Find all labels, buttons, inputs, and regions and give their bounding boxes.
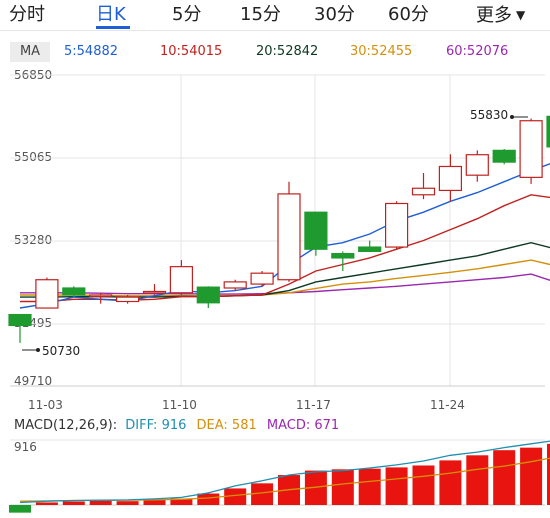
candle-body xyxy=(438,165,462,192)
date-tick-4: 11-24 xyxy=(430,398,465,412)
macd-bar xyxy=(251,483,274,505)
tab-more-label: 更多 xyxy=(476,5,512,26)
period-tab-bar: 分时 日K 5分 15分 30分 60分 更多 ▼ xyxy=(0,0,550,31)
candle-body xyxy=(142,290,167,294)
candle-body xyxy=(358,246,382,253)
macd-bar xyxy=(493,450,516,505)
candle-body xyxy=(465,154,489,176)
tab-intraday[interactable]: 分时 xyxy=(9,4,45,25)
candle-body xyxy=(8,313,32,327)
candle-body xyxy=(492,149,516,163)
tab-more[interactable]: 更多 ▼ xyxy=(476,3,525,27)
candle-body xyxy=(115,296,140,303)
macd-bar xyxy=(547,443,550,505)
macd-bar xyxy=(412,465,435,505)
candle-body xyxy=(277,193,301,281)
ma60-value: 60:52076 xyxy=(446,44,509,59)
candle-body xyxy=(519,120,543,178)
candle-body xyxy=(250,272,274,285)
low-price-annotation: 50730 xyxy=(42,344,81,358)
macd-bar xyxy=(116,501,139,505)
macd-bar xyxy=(9,505,31,513)
candle-body xyxy=(385,202,409,248)
candle-body xyxy=(196,286,220,304)
ma10-value: 10:54015 xyxy=(160,44,223,59)
candle-body xyxy=(331,252,355,259)
high-price-annotation: 55830 xyxy=(470,108,509,122)
macd-bar xyxy=(439,460,462,505)
macd-diff-value: DIFF: 916 xyxy=(125,418,187,433)
macd-bar xyxy=(331,469,354,505)
price-tick-5: 49710 xyxy=(14,374,53,388)
active-tab-indicator xyxy=(96,26,130,29)
macd-bar xyxy=(520,447,543,505)
macd-params: MACD(12,26,9): xyxy=(14,418,118,433)
candle-body xyxy=(169,266,193,294)
candle-body xyxy=(411,187,436,196)
date-tick-1: 11-03 xyxy=(28,398,63,412)
candle-body xyxy=(62,287,86,296)
macd-legend: MACD(12,26,9): DIFF: 916 DEA: 581 MACD: … xyxy=(14,418,339,433)
ma20-value: 20:52842 xyxy=(256,44,319,59)
macd-macd-value: MACD: 671 xyxy=(266,418,340,433)
candle-body xyxy=(304,211,328,250)
macd-bar xyxy=(224,488,247,505)
macd-bar xyxy=(466,455,489,505)
macd-bar xyxy=(62,501,85,505)
low-marker-dot xyxy=(36,348,40,352)
date-tick-2: 11-10 xyxy=(162,398,197,412)
diff-line xyxy=(19,440,550,504)
macd-bar xyxy=(358,468,381,505)
macd-bar xyxy=(35,502,58,505)
candle-body xyxy=(89,294,113,298)
macd-bar xyxy=(143,499,166,505)
macd-bar xyxy=(385,467,408,505)
candle-body xyxy=(546,115,550,148)
chevron-down-icon: ▼ xyxy=(516,8,526,22)
macd-bar xyxy=(89,500,112,505)
candle-body xyxy=(35,279,59,309)
ma-toggle-button[interactable]: MA xyxy=(10,42,50,62)
macd-bar xyxy=(170,498,193,505)
tab-15min[interactable]: 15分 xyxy=(240,4,281,25)
date-tick-3: 11-17 xyxy=(296,398,331,412)
tab-daily-k[interactable]: 日K xyxy=(96,4,126,25)
tab-60min[interactable]: 60分 xyxy=(388,4,429,25)
ma30-value: 30:52455 xyxy=(350,44,413,59)
ma-legend: MA 5:54882 10:54015 20:52842 30:52455 60… xyxy=(0,42,550,62)
price-tick-2: 55065 xyxy=(14,150,53,164)
ma5-value: 5:54882 xyxy=(64,44,119,59)
macd-dea-value: DEA: 581 xyxy=(196,418,257,433)
price-tick-3: 53280 xyxy=(14,233,53,247)
tab-5min[interactable]: 5分 xyxy=(172,4,202,25)
tab-30min[interactable]: 30分 xyxy=(314,4,355,25)
macd-axis-top: 916 xyxy=(14,440,37,454)
candle-body xyxy=(223,281,247,289)
macd-bar xyxy=(197,493,220,505)
high-marker-dot xyxy=(510,115,514,119)
